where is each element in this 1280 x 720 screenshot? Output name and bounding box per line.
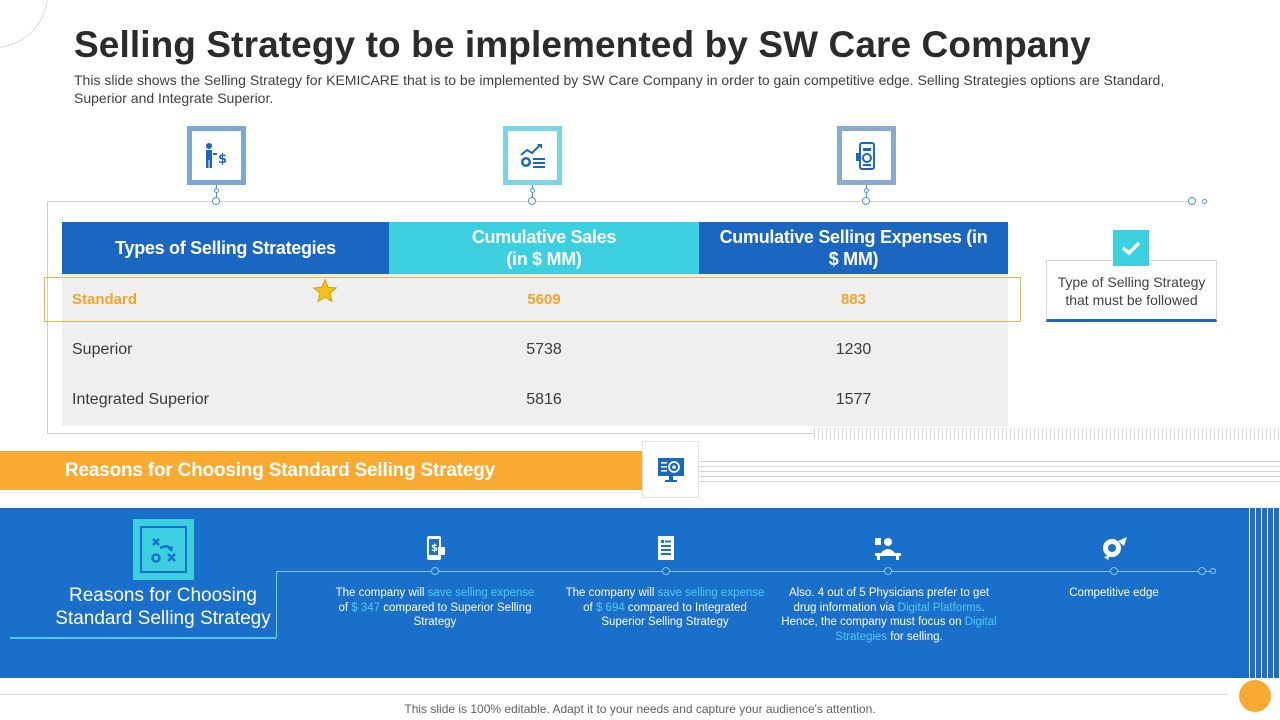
reason-text: for selling.	[887, 630, 943, 643]
reason-highlight: save selling expense	[657, 587, 765, 599]
page-title: Selling Strategy to be implemented by SW…	[74, 24, 1091, 65]
table-frame	[47, 201, 814, 434]
reason-text: compared to Superior Selling Strategy	[380, 601, 532, 629]
footer-divider	[0, 694, 1228, 695]
reason-text: Competitive edge	[1069, 587, 1159, 599]
decorative-stripes	[1249, 508, 1280, 678]
reason-text: of	[338, 601, 352, 614]
competitive-edge-icon	[1100, 534, 1130, 562]
selling-strategies-table: Types of Selling Strategies Cumulative S…	[62, 222, 1008, 426]
title-underline	[10, 637, 276, 639]
reason-text: . Hence, the company must focus on	[781, 601, 985, 629]
reason-highlight: $ 347	[351, 601, 381, 614]
reason-step-text: Competitive edge	[1014, 586, 1214, 601]
reason-text: The company will	[335, 587, 428, 599]
connector-node	[862, 197, 870, 205]
strategy-board-icon	[133, 519, 194, 580]
timeline-node	[1110, 567, 1118, 575]
reasons-title-line: Reasons for Choosing	[69, 585, 257, 606]
header-cumulative-expenses: Cumulative Selling Expenses (in $ MM)	[699, 222, 1008, 274]
expenses-cell: 1230	[835, 340, 872, 358]
connector-node	[864, 188, 869, 193]
page-subtitle: This slide shows the Selling Strategy fo…	[74, 72, 1165, 106]
reason-text: of	[583, 601, 596, 614]
monitor-gear-icon	[642, 441, 699, 498]
connector-node	[1188, 197, 1196, 205]
star-icon	[312, 278, 338, 303]
decorative-hatch	[814, 428, 1280, 440]
decorative-lines	[698, 461, 1280, 483]
expenses-cell: 883	[840, 290, 867, 308]
timeline-line	[276, 571, 1211, 572]
header-line: $ MM)	[828, 249, 879, 269]
connector-node	[1202, 199, 1207, 204]
physician-desk-icon	[873, 534, 903, 562]
reason-text: The company will	[565, 587, 658, 599]
decorative-orange-dot	[1239, 680, 1271, 712]
reason-text: compared to Integrated Superior Selling …	[601, 601, 747, 629]
reason-step-text: The company will save selling expense of…	[335, 586, 535, 630]
table-row: Superior 5738 1230	[62, 325, 1008, 376]
reason-step-text: The company will save selling expense of…	[565, 586, 765, 630]
callout-text: Type of Selling Strategy	[1057, 274, 1206, 290]
table-header: Types of Selling Strategies Cumulative S…	[62, 222, 1008, 274]
timeline-node	[1210, 568, 1216, 574]
mobile-dollar-icon: $	[422, 534, 448, 562]
sales-cell: 5738	[526, 340, 562, 358]
connector-node	[212, 197, 220, 205]
svg-text:$: $	[431, 543, 438, 554]
expenses-cell: 1577	[835, 391, 872, 409]
reason-highlight: Digital Strategies	[835, 616, 997, 643]
connector-node	[530, 188, 535, 193]
reason-highlight: save selling expense	[427, 587, 535, 599]
strategy-cell: Integrated Superior	[72, 391, 209, 409]
reasons-banner: Reasons for Choosing Standard Selling St…	[0, 451, 643, 490]
reasons-title-line: Standard Selling Strategy	[55, 608, 271, 629]
footer-note: This slide is 100% editable. Adapt it to…	[404, 702, 876, 716]
svg-text:$: $	[218, 152, 227, 167]
strategy-cell: Superior	[72, 340, 133, 358]
sales-cell: 5816	[526, 391, 562, 409]
sales-cell: 5609	[527, 290, 561, 308]
reason-highlight: Digital Platforms	[897, 601, 982, 614]
table-body: Standard 5609 883 Superior 5738 1230 Int…	[62, 274, 1008, 426]
reason-text: Also. 4 out of 5 Physicians prefer to ge…	[788, 587, 990, 614]
table-row: Integrated Superior 5816 1577	[62, 375, 1008, 426]
timeline-node	[1198, 567, 1206, 575]
header-line: Cumulative Sales	[471, 227, 617, 247]
header-cumulative-sales: Cumulative Sales (in $ MM)	[389, 222, 699, 274]
connector-node	[528, 197, 536, 205]
reasons-title: Reasons for Choosing Standard Selling St…	[38, 584, 288, 630]
document-list-icon	[653, 534, 679, 562]
timeline-node	[662, 567, 670, 575]
callout-box: Type of Selling Strategy that must be fo…	[1046, 260, 1217, 322]
header-line: Cumulative Selling Expenses (in	[719, 227, 988, 247]
strategy-name: Standard	[72, 290, 138, 308]
reasons-section	[0, 508, 1280, 678]
reason-highlight: $ 694	[595, 601, 625, 614]
table-row: Standard 5609 883	[62, 274, 1008, 325]
header-line: (in $ MM)	[506, 249, 582, 269]
checkmark-icon	[1113, 230, 1149, 266]
highlight-box	[44, 277, 1021, 322]
growth-chart-coins-icon	[503, 126, 562, 185]
mobile-payment-icon	[837, 126, 896, 185]
header-strategy-types: Types of Selling Strategies	[62, 222, 389, 274]
decorative-corner-arc	[0, 0, 48, 48]
connector-node	[214, 188, 219, 193]
callout-text: that must be followed	[1065, 292, 1198, 308]
divider-line	[48, 201, 1188, 202]
person-dollar-icon: $	[187, 126, 246, 185]
timeline-line	[276, 571, 277, 638]
strategy-cell: Standard	[62, 278, 389, 308]
timeline-node	[431, 567, 439, 575]
timeline-node	[884, 567, 892, 575]
reason-step-text: Also. 4 out of 5 Physicians prefer to ge…	[778, 586, 1000, 644]
